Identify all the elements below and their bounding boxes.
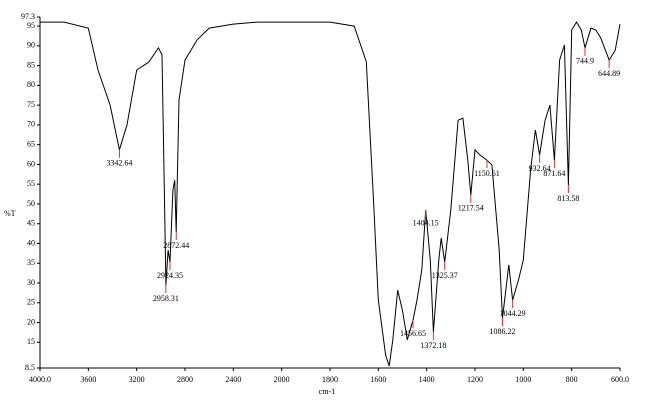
peak-label: 1404.15 [413, 219, 439, 228]
y-tick-label: 30 [27, 278, 35, 287]
y-tick-label: 8.5 [25, 363, 35, 372]
x-tick-label: 1000 [515, 375, 531, 384]
y-tick-label: 20 [27, 317, 35, 326]
y-tick-label: 45 [27, 219, 35, 228]
y-tick-label: 15 [27, 337, 35, 346]
x-tick-label: 3200 [129, 375, 145, 384]
x-tick-label: 1400 [419, 375, 435, 384]
peak-label: 2872.44 [163, 241, 189, 250]
peak-label: 813.58 [557, 194, 579, 203]
y-tick-label: 65 [27, 140, 35, 149]
x-tick-label: 4000.0 [29, 375, 51, 384]
peak-label: 2958.31 [153, 294, 179, 303]
peak-label: 932.64 [529, 164, 551, 173]
peak-label: 1325.37 [432, 271, 458, 280]
y-tick-label: 75 [27, 100, 35, 109]
x-tick-label: 800 [566, 375, 578, 384]
y-tick-label: 40 [27, 238, 35, 247]
y-tick-label: 70 [27, 120, 35, 129]
peak-label: 1217.54 [458, 204, 484, 213]
peak-label: 1086.22 [489, 327, 515, 336]
y-tick-label: 90 [27, 41, 35, 50]
y-tick-label: 55 [27, 179, 35, 188]
x-tick-label: 600.0 [611, 375, 629, 384]
peak-label: 644.89 [598, 69, 620, 78]
spectrum-line [40, 21, 621, 367]
peak-label: 1456.65 [400, 329, 426, 338]
peak-label: 871.64 [543, 169, 565, 178]
x-tick-label: 1800 [322, 375, 338, 384]
y-tick-label: 97.3 [21, 12, 35, 21]
x-axis-label: cm-1 [319, 387, 335, 396]
peak-label: 2924.35 [157, 271, 183, 280]
y-tick-label: 35 [27, 258, 35, 267]
y-tick-label: 85 [27, 60, 35, 69]
peak-label: 744.9 [576, 57, 594, 66]
y-axis-label: %T [4, 209, 16, 218]
x-tick-label: 1200 [467, 375, 483, 384]
y-tick-label: 60 [27, 159, 35, 168]
peak-label: 1150.61 [474, 169, 500, 178]
peak-label: 1372.18 [420, 341, 446, 350]
y-tick-label: 50 [27, 199, 35, 208]
peak-label: 1044.29 [500, 309, 526, 318]
x-tick-label: 2000 [274, 375, 290, 384]
x-tick-label: 2400 [225, 375, 241, 384]
peak-label: 3342.64 [106, 159, 132, 168]
x-tick-label: 2800 [177, 375, 193, 384]
y-tick-label: 25 [27, 298, 35, 307]
y-tick-label: 80 [27, 80, 35, 89]
y-tick-label: 95 [27, 21, 35, 30]
x-tick-label: 3600 [80, 375, 96, 384]
x-tick-label: 1600 [370, 375, 386, 384]
